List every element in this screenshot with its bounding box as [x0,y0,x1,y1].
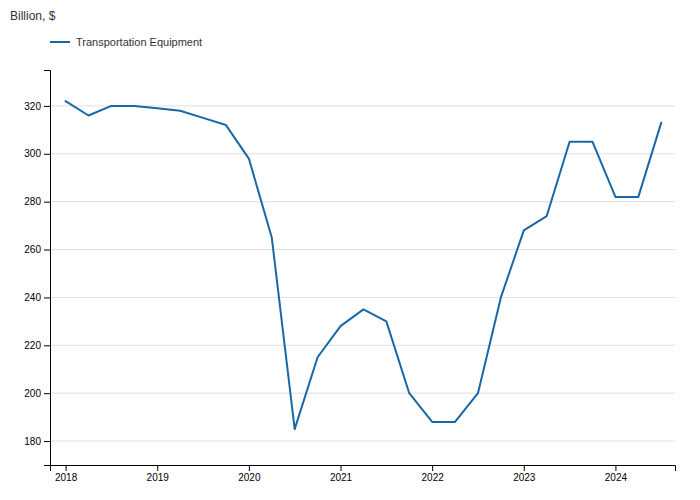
tick: 180 [24,436,50,447]
legend-swatch [50,41,70,43]
legend-item: Transportation Equipment [50,36,202,48]
tick-label: 2019 [147,472,170,483]
tick-mark [44,202,50,203]
tick-mark [44,441,50,442]
tick-mark [524,465,525,471]
legend: Transportation Equipment [50,36,202,48]
tick-mark [44,345,50,346]
tick: 2022 [422,465,445,483]
tick-label: 320 [24,101,41,112]
grid-line [50,345,675,346]
tick: 280 [24,196,50,207]
tick-label: 280 [24,196,41,207]
tick-mark [44,393,50,394]
chart-svg: 2018 2019 2020 2021 2022 2023 2024 180 200 220 240… [0,0,700,500]
tick: 2020 [238,465,261,483]
tick-label: 2018 [55,472,78,483]
tick-label: 260 [24,244,41,255]
tick-label: 2022 [422,472,445,483]
tick-mark [44,297,50,298]
tick-label: 2021 [330,472,353,483]
legend-label: Transportation Equipment [76,36,202,48]
tick: 2024 [605,465,628,483]
grid-line [50,441,675,442]
marks [66,101,662,429]
grid-line [50,393,675,394]
grid-line [50,297,675,298]
tick: 2021 [330,465,353,483]
tick-mark [66,465,67,471]
tick-mark [249,465,250,471]
grid-line [50,201,675,202]
grid-line [50,249,675,250]
grid-line [50,153,675,154]
y-axis: 180 200 220 240 260 280 300 320 [24,71,50,466]
tick-mark [157,465,158,471]
tick: 2019 [147,465,170,483]
tick: 220 [24,340,50,351]
tick-label: 240 [24,292,41,303]
tick-label: 2023 [513,472,536,483]
tick: 260 [24,244,50,255]
line [66,101,662,429]
plot-area: 2018 2019 2020 2021 2022 2023 2024 180 200 220 240… [24,71,675,484]
x-axis: 2018 2019 2020 2021 2022 2023 2024 [51,465,676,483]
tick-label: 2024 [605,472,628,483]
tick-label: 200 [24,388,41,399]
tick-label: 2020 [238,472,261,483]
tick-mark [44,106,50,107]
tick: 320 [24,101,50,112]
tick-label: 180 [24,436,41,447]
tick-label: 220 [24,340,41,351]
y-label: Billion, $ [10,9,56,23]
tick: 2018 [55,465,78,483]
tick: 2023 [513,465,536,483]
tick-mark [341,465,342,471]
tick: 240 [24,292,50,303]
tick-mark [44,250,50,251]
tick: 200 [24,388,50,399]
tick-mark [615,465,616,471]
tick-mark [432,465,433,471]
tick: 300 [24,148,50,159]
tick-label: 300 [24,148,41,159]
grid [50,106,675,441]
axis-line [51,466,676,472]
axis-line [44,71,51,466]
tick-mark [44,154,50,155]
